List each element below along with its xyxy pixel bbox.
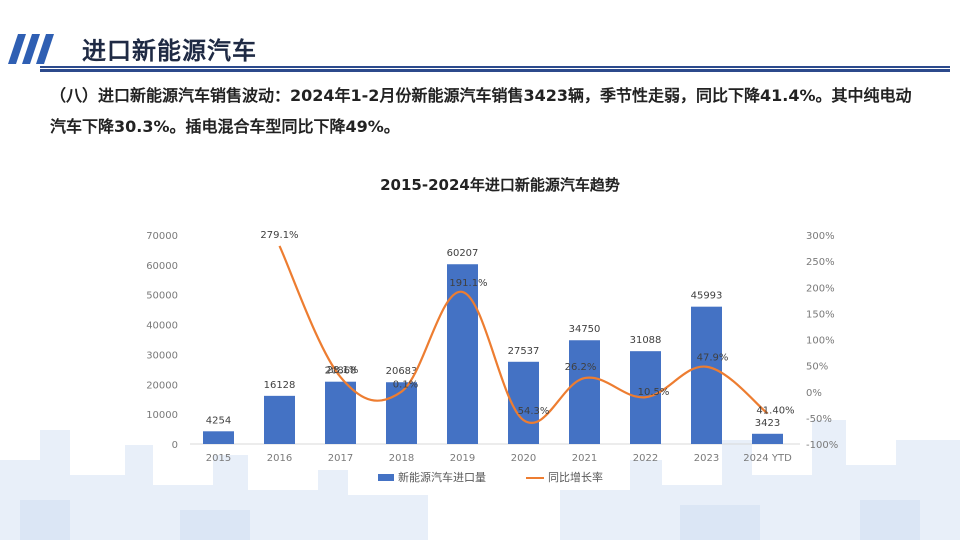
bar-value-label: 3423 — [755, 418, 780, 429]
left-tick-label: 70000 — [146, 231, 178, 242]
x-tick-label: 2019 — [450, 453, 475, 464]
bar — [325, 381, 356, 444]
bar-value-label: 31088 — [630, 335, 662, 346]
bar — [203, 431, 234, 444]
bar-series: 4254 16128 20868 20683 60207 27537 34750 31088 4… — [203, 248, 783, 444]
x-tick-label: 2022 — [633, 453, 658, 464]
bar-value-label: 4254 — [206, 415, 231, 426]
legend: 新能源汽车进口量 同比增长率 — [378, 470, 603, 484]
bar-value-label: 16128 — [264, 380, 296, 391]
right-tick-label: 0% — [806, 388, 822, 399]
bar — [264, 395, 295, 444]
line-value-label: 41.40% — [756, 405, 794, 416]
page-title: 进口新能源汽车 — [82, 37, 257, 65]
line-series: 279.1% 28.1% 0.1% 191.1% 54.3% 26.2% 10.5% 47.9… — [260, 230, 795, 424]
bar-value-label: 27537 — [508, 346, 540, 357]
line-value-label: 191.1% — [449, 278, 487, 289]
right-tick-label: -50% — [806, 414, 832, 425]
title-rule-thick — [40, 69, 950, 72]
header: 进口新能源汽车 — [0, 0, 960, 80]
line-value-label: 0.1% — [393, 380, 418, 391]
x-tick-label: 2015 — [206, 453, 231, 464]
bar — [508, 361, 539, 444]
x-tick-label: 2021 — [572, 453, 597, 464]
x-axis: 2015 2016 2017 2018 2019 2020 2021 2022 2023 2024… — [206, 453, 792, 464]
line-value-label: 10.5% — [638, 387, 670, 398]
x-tick-label: 2016 — [267, 453, 292, 464]
left-tick-label: 30000 — [146, 350, 178, 361]
right-tick-label: 150% — [806, 309, 835, 320]
left-tick-label: 10000 — [146, 410, 178, 421]
line-value-label: 279.1% — [260, 230, 298, 241]
bar-value-label: 20868 — [325, 366, 357, 377]
summary-paragraph: （八）进口新能源汽车销售波动：2024年1-2月份新能源汽车销售3423辆，季节… — [50, 86, 912, 136]
bar — [569, 340, 600, 444]
right-tick-label: 100% — [806, 336, 835, 347]
right-axis: -100% -50% 0% 50% 100% 150% 200% 250% 300% — [806, 231, 838, 451]
left-tick-label: 50000 — [146, 291, 178, 302]
left-tick-label: 40000 — [146, 321, 178, 332]
left-tick-label: 60000 — [146, 261, 178, 272]
skyline-background — [0, 420, 960, 540]
line-value-label: 28.1% — [327, 365, 359, 376]
right-tick-label: -100% — [806, 440, 838, 451]
x-tick-label: 2017 — [328, 453, 353, 464]
line-value-label: 54.3% — [518, 406, 550, 417]
line-value-label: 47.9% — [697, 353, 729, 364]
x-tick-label: 2024 YTD — [743, 453, 792, 464]
left-tick-label: 0 — [172, 440, 178, 451]
title-stripes-icon — [8, 34, 54, 64]
title-rule-thin — [40, 66, 950, 68]
bar — [752, 433, 783, 444]
x-tick-label: 2020 — [511, 453, 536, 464]
x-tick-label: 2023 — [694, 453, 719, 464]
left-tick-label: 20000 — [146, 380, 178, 391]
right-tick-label: 250% — [806, 257, 835, 268]
legend-swatch-bar — [378, 474, 394, 481]
chart-title: 2015-2024年进口新能源汽车趋势 — [380, 176, 620, 194]
right-tick-label: 50% — [806, 362, 828, 373]
growth-rate-line — [278, 245, 769, 424]
bar — [691, 306, 722, 444]
bar-value-label: 45993 — [691, 291, 723, 302]
left-axis: 0 10000 20000 30000 40000 50000 60000 70000 — [146, 231, 178, 451]
bar-value-label: 60207 — [447, 248, 479, 259]
legend-label-bar: 新能源汽车进口量 — [398, 470, 486, 484]
right-tick-label: 200% — [806, 283, 835, 294]
bar — [447, 264, 478, 444]
bar-value-label: 20683 — [386, 366, 418, 377]
bar-value-label: 34750 — [569, 324, 601, 335]
line-value-label: 26.2% — [565, 362, 597, 373]
legend-label-line: 同比增长率 — [548, 470, 603, 484]
x-tick-label: 2018 — [389, 453, 414, 464]
right-tick-label: 300% — [806, 231, 835, 242]
